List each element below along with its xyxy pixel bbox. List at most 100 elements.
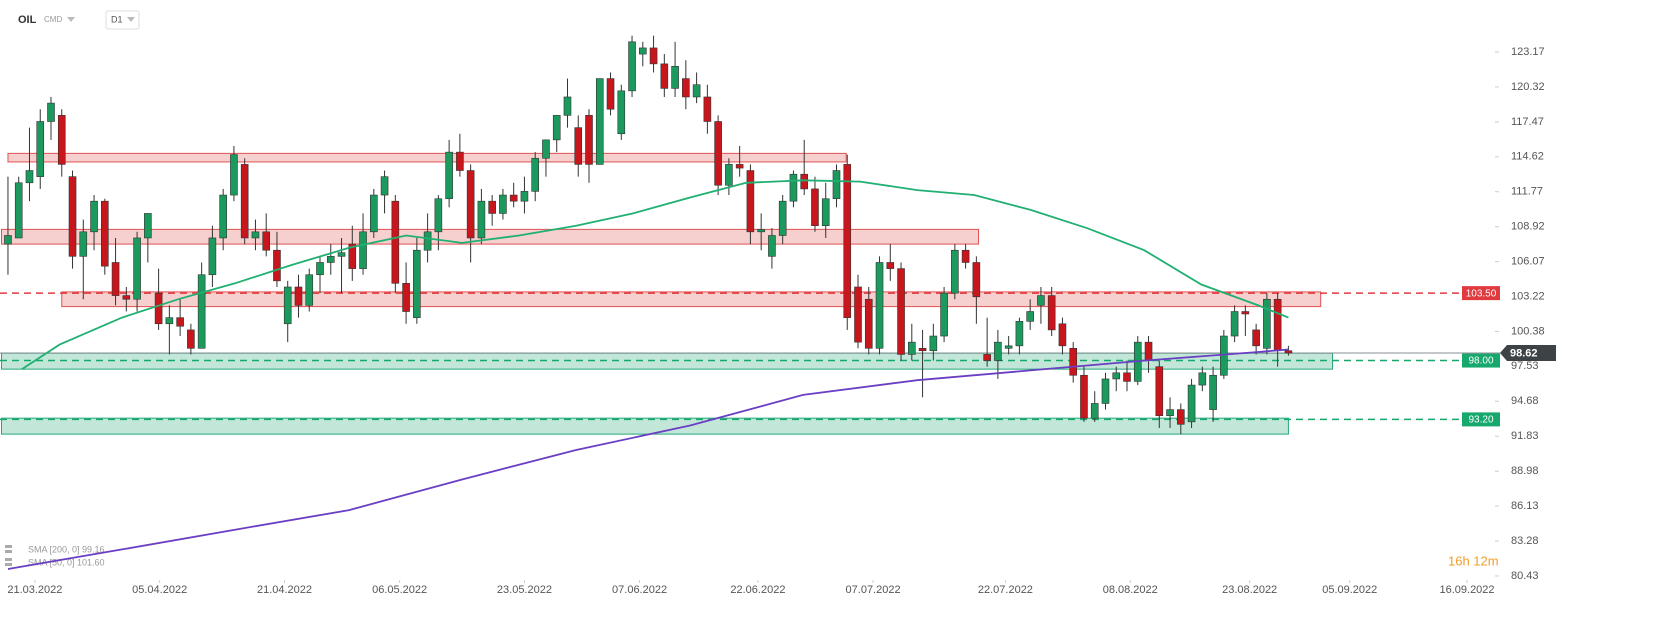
x-tick-label: 07.07.2022: [846, 584, 901, 596]
candle-body: [1123, 372, 1131, 382]
legend-icon[interactable]: [5, 545, 12, 548]
candle-body: [25, 170, 34, 184]
y-tick-label: 103.22: [1511, 290, 1545, 302]
candle-body: [380, 176, 389, 196]
candle-body: [639, 47, 647, 55]
y-tick-label: 117.47: [1511, 116, 1544, 128]
candle-body: [283, 286, 292, 325]
candle-body: [488, 200, 496, 214]
indicator-legend: SMA [200, 0] 99.16 SMA [50, 0] 101.60: [5, 544, 105, 567]
candle-body: [972, 262, 981, 298]
candle-body: [445, 151, 453, 200]
candle-body: [413, 249, 421, 318]
candle-body: [370, 194, 378, 233]
y-tick-label: 100.38: [1511, 325, 1545, 337]
candle-body: [1058, 323, 1067, 347]
y-tick-label: 88.98: [1511, 465, 1539, 477]
zone: [61, 291, 1322, 308]
zone: [1, 417, 1289, 435]
candle-body: [101, 200, 109, 267]
candle-body: [47, 102, 55, 122]
y-tick-label: 106.07: [1511, 256, 1545, 268]
candle-body: [262, 231, 271, 251]
candle-body: [908, 341, 916, 355]
candle-body: [294, 286, 303, 306]
y-tick-label: 123.17: [1511, 46, 1545, 58]
candle-body: [940, 292, 948, 337]
candle-body: [649, 47, 658, 65]
candle-body: [1015, 321, 1024, 347]
candle-body: [208, 237, 217, 276]
candle-body: [509, 194, 518, 202]
candle-body: [983, 354, 991, 361]
candles: [4, 35, 1293, 435]
candle-body: [542, 139, 550, 159]
sma-line: [21, 179, 1289, 370]
dropdown-arrow[interactable]: [67, 17, 75, 22]
legend-icon[interactable]: [5, 558, 12, 561]
candle-body: [176, 317, 184, 327]
candle-body: [57, 115, 66, 165]
candle-body: [725, 164, 733, 186]
x-tick-label: 08.08.2022: [1103, 584, 1158, 596]
candle-body: [746, 170, 755, 233]
candle-body: [499, 194, 507, 214]
candle-body: [864, 298, 873, 349]
header: OIL CMD D1: [18, 10, 140, 30]
candle-body: [316, 262, 324, 276]
interval-arrow: [127, 17, 135, 22]
candle-body: [197, 274, 206, 349]
candle-body: [811, 188, 819, 226]
interval-box[interactable]: [105, 10, 140, 30]
level-box: [1462, 353, 1500, 368]
lines: [7, 179, 1289, 570]
candle-body: [187, 329, 195, 349]
last-price-box: [1500, 344, 1556, 361]
candle-body: [1155, 366, 1164, 417]
candle-body: [14, 182, 23, 239]
level-label: 98.00: [1468, 356, 1493, 367]
y-tick-label: 94.68: [1511, 395, 1539, 407]
candle-body: [111, 262, 120, 296]
candle-body: [1112, 372, 1121, 380]
candle-body: [832, 170, 841, 200]
candle-body: [4, 235, 12, 245]
candle-body: [1209, 374, 1217, 410]
level-box: [1462, 412, 1500, 427]
x-tick-label: 06.05.2022: [372, 584, 427, 596]
x-tick-label: 22.07.2022: [978, 584, 1033, 596]
candle-body: [531, 157, 540, 192]
x-tick-label: 23.08.2022: [1222, 584, 1277, 596]
candle-body: [1047, 295, 1056, 331]
candle-body: [714, 121, 722, 186]
candle-body: [563, 96, 572, 116]
indicator-label: SMA [200, 0] 99.16: [28, 544, 105, 554]
x-tick-label: 22.06.2022: [730, 584, 785, 596]
legend-icon[interactable]: [5, 563, 12, 566]
y-tick-label: 80.43: [1511, 570, 1539, 582]
candle-body: [1187, 384, 1196, 423]
candle-body: [240, 164, 249, 239]
candle-body: [79, 231, 88, 257]
candle-body: [951, 249, 959, 294]
candle-body: [423, 231, 432, 251]
candle-body: [994, 341, 1002, 361]
candle-body: [1252, 329, 1260, 347]
candle-body: [585, 115, 593, 165]
candle-body: [735, 164, 744, 169]
x-tick-label: 07.06.2022: [612, 584, 667, 596]
candle-body: [574, 127, 583, 165]
candle-body: [477, 200, 486, 239]
y-tick-label: 108.92: [1511, 221, 1545, 233]
candle-body: [821, 198, 830, 226]
y-tick-label: 114.62: [1511, 151, 1544, 163]
candle-body: [929, 335, 938, 352]
legend-icon[interactable]: [5, 550, 12, 553]
y-tick-label: 111.77: [1511, 186, 1543, 198]
candle-body: [682, 78, 690, 98]
y-tick-label: 83.28: [1511, 535, 1539, 547]
candle-body: [1069, 347, 1078, 376]
last-price-label: 98.62: [1510, 347, 1538, 359]
candle-body: [1037, 295, 1045, 306]
candle-body: [897, 268, 905, 355]
